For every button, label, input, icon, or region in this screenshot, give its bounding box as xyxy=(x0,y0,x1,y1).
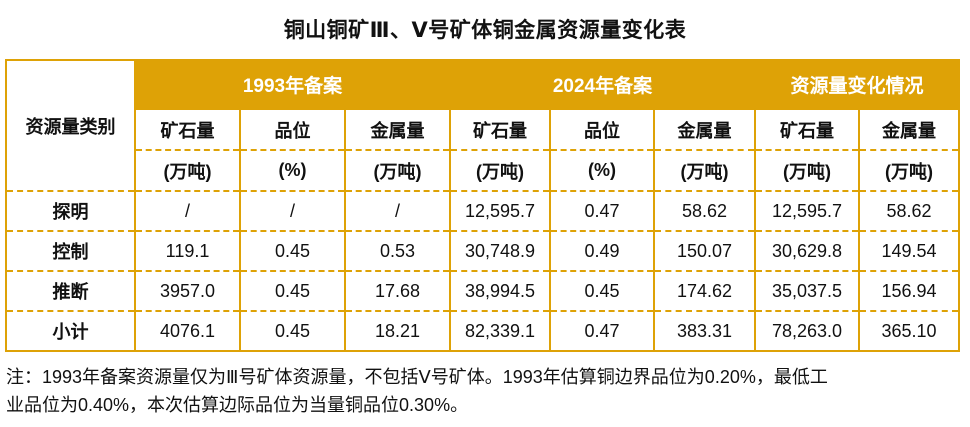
value-cell: 12,595.7 xyxy=(449,190,551,232)
column-header: 矿石量 xyxy=(754,109,860,151)
column-header: 品位 xyxy=(239,109,346,151)
table-row: 推断 3957.0 0.45 17.68 38,994.5 0.45 174.6… xyxy=(5,270,961,312)
value-cell: 12,595.7 xyxy=(754,190,860,232)
unit-header: (万吨) xyxy=(134,149,241,192)
column-header: 矿石量 xyxy=(449,109,551,151)
value-cell: 78,263.0 xyxy=(754,310,860,352)
group-header-row: 资源量类别 1993年备案 2024年备案 资源量变化情况 xyxy=(5,59,961,192)
resource-table: 资源量类别 1993年备案 2024年备案 资源量变化情况 矿石量 品位 金属量… xyxy=(5,59,961,352)
unit-header: (%) xyxy=(549,149,655,192)
value-cell: 0.53 xyxy=(344,230,451,272)
value-cell: 0.45 xyxy=(549,270,655,312)
group-header-change: 资源量变化情况 xyxy=(753,60,961,110)
value-cell: 35,037.5 xyxy=(754,270,860,312)
value-cell: 4076.1 xyxy=(134,310,241,352)
value-cell: 0.45 xyxy=(239,270,346,312)
value-cell: 0.45 xyxy=(239,230,346,272)
row-label: 小计 xyxy=(5,310,136,352)
value-cell: / xyxy=(239,190,346,232)
footnote-line: 业品位为0.40%，本次估算边际品位为当量铜品位0.30%。 xyxy=(6,395,469,415)
value-cell: 0.45 xyxy=(239,310,346,352)
table-row: 小计 4076.1 0.45 18.21 82,339.1 0.47 383.3… xyxy=(5,310,961,352)
value-cell: 82,339.1 xyxy=(449,310,551,352)
unit-header: (万吨) xyxy=(653,149,756,192)
column-header: 矿石量 xyxy=(134,109,241,151)
value-cell: 17.68 xyxy=(344,270,451,312)
column-header: 金属量 xyxy=(857,109,961,151)
value-cell: 383.31 xyxy=(653,310,756,352)
unit-header: (万吨) xyxy=(449,149,551,192)
value-cell: 30,629.8 xyxy=(754,230,860,272)
table-row: 探明 / / / 12,595.7 0.47 58.62 12,595.7 58… xyxy=(5,190,961,232)
category-header-cell: 资源量类别 xyxy=(5,59,136,192)
unit-header: (万吨) xyxy=(344,149,451,192)
column-header: 金属量 xyxy=(344,109,451,151)
value-cell: 365.10 xyxy=(857,310,961,352)
value-cell: 0.47 xyxy=(549,190,655,232)
page-title: 铜山铜矿Ⅲ、Ⅴ号矿体铜金属资源量变化表 xyxy=(283,19,687,42)
value-cell: 119.1 xyxy=(134,230,241,272)
column-header: 品位 xyxy=(549,109,655,151)
column-header: 金属量 xyxy=(653,109,756,151)
footnote-line: 注：1993年备案资源量仅为Ⅲ号矿体资源量，不包括Ⅴ号矿体。1993年估算铜边界… xyxy=(6,367,828,387)
footnote: 注：1993年备案资源量仅为Ⅲ号矿体资源量，不包括Ⅴ号矿体。1993年估算铜边界… xyxy=(6,363,964,419)
column-unit-row: (万吨) (%) (万吨) (万吨) (%) (万吨) (万吨) (万吨) xyxy=(6,149,961,192)
row-label: 推断 xyxy=(5,270,136,312)
value-cell: 3957.0 xyxy=(134,270,241,312)
value-cell: 174.62 xyxy=(653,270,756,312)
value-cell: 150.07 xyxy=(653,230,756,272)
value-cell: 38,994.5 xyxy=(449,270,551,312)
row-label: 探明 xyxy=(5,190,136,232)
group-header-2024: 2024年备案 xyxy=(449,60,756,110)
table-row: 控制 119.1 0.45 0.53 30,748.9 0.49 150.07 … xyxy=(5,230,961,272)
unit-header: (%) xyxy=(239,149,346,192)
value-cell: 58.62 xyxy=(653,190,756,232)
value-cell: 18.21 xyxy=(344,310,451,352)
value-cell: / xyxy=(134,190,241,232)
group-header-1993: 1993年备案 xyxy=(134,60,451,110)
value-cell: 0.49 xyxy=(549,230,655,272)
value-cell: 156.94 xyxy=(857,270,961,312)
value-cell: 30,748.9 xyxy=(449,230,551,272)
column-name-row: 矿石量 品位 金属量 矿石量 品位 金属量 矿石量 金属量 xyxy=(6,109,961,151)
unit-header: (万吨) xyxy=(754,149,860,192)
value-cell: 0.47 xyxy=(549,310,655,352)
row-label: 控制 xyxy=(5,230,136,272)
unit-header: (万吨) xyxy=(857,149,961,192)
value-cell: / xyxy=(344,190,451,232)
value-cell: 58.62 xyxy=(857,190,961,232)
value-cell: 149.54 xyxy=(857,230,961,272)
